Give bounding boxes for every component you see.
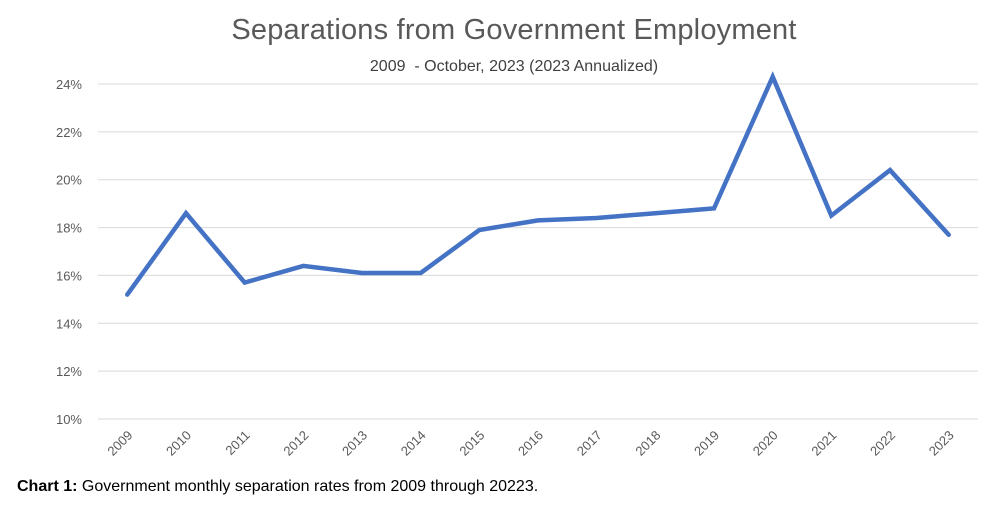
y-tick-label: 12% (56, 364, 82, 379)
series-line (125, 71, 951, 297)
x-tick-label: 2020 (750, 428, 781, 459)
y-axis-tick-labels: 10% 12% 14% 16% 18% 20% 22% 24% (56, 77, 82, 427)
x-tick-label: 2012 (280, 428, 311, 459)
x-tick-label: 2011 (222, 428, 252, 458)
y-tick-label: 14% (56, 316, 82, 331)
x-tick-label: 2023 (926, 428, 957, 459)
y-tick-label: 18% (56, 221, 82, 236)
x-tick-label: 2021 (808, 428, 839, 459)
y-tick-label: 24% (56, 77, 82, 92)
x-tick-label: 2022 (867, 428, 898, 459)
chart-subtitle: 2009 - October, 2023 (2023 Annualized) (369, 58, 659, 75)
caption-label: Chart 1: (17, 478, 78, 495)
x-tick-label: 2019 (691, 428, 722, 459)
caption-text: Government monthly separation rates from… (77, 478, 539, 495)
y-tick-label: 20% (56, 173, 82, 188)
y-tick-label: 22% (56, 125, 82, 140)
x-tick-label: 2009 (104, 428, 135, 459)
x-axis-tick-labels: 2009 2010 2011 2012 2013 2014 2015 2016 2017 2018… (104, 428, 956, 459)
chart-title: Separations from Government Employment (231, 14, 797, 46)
series-group (125, 71, 951, 297)
chart-caption: Chart 1: Government monthly separation r… (17, 478, 538, 496)
x-tick-label: 2017 (574, 428, 605, 459)
x-tick-label: 2018 (632, 428, 663, 459)
x-tick-label: 2014 (398, 428, 429, 459)
x-tick-label: 2015 (456, 428, 487, 459)
x-tick-label: 2010 (163, 428, 194, 459)
y-tick-label: 10% (56, 412, 82, 427)
gridlines (98, 83, 978, 420)
x-tick-label: 2013 (339, 428, 370, 459)
y-tick-label: 16% (56, 268, 82, 283)
x-tick-label: 2016 (515, 428, 546, 459)
